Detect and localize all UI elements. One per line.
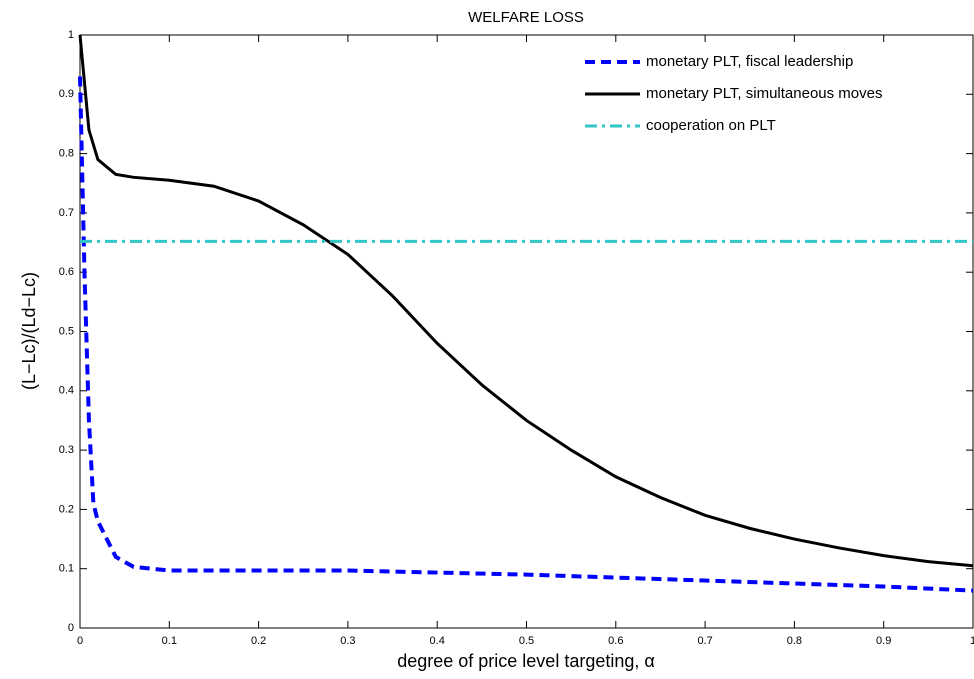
series-line	[78, 76, 974, 593]
y-tick-label: 0.9	[59, 88, 74, 100]
x-tick-label: 1	[970, 635, 974, 647]
y-tick-label: 0.3	[59, 444, 74, 456]
y-tick-label: 0.6	[59, 266, 74, 278]
x-tick-label: 0.6	[608, 635, 623, 647]
y-tick-label: 0.4	[59, 385, 74, 397]
x-tick-label: 0	[77, 635, 83, 647]
y-tick-label: 0.7	[59, 207, 74, 219]
chart-title: WELFARE LOSS	[468, 9, 584, 26]
legend-label: cooperation on PLT	[646, 117, 776, 134]
plot-frame	[79, 34, 974, 629]
legend-label: monetary PLT, simultaneous moves	[646, 85, 883, 102]
x-tick-label: 0.1	[162, 635, 177, 647]
x-tick-label: 0.2	[251, 635, 266, 647]
x-tick-label: 0.4	[430, 635, 445, 647]
x-tick-label: 0.8	[787, 635, 802, 647]
x-axis-label: degree of price level targeting, α	[397, 651, 655, 671]
y-tick-label: 0.2	[59, 503, 74, 515]
y-tick-label: 0	[68, 622, 74, 634]
x-tick-label: 0.7	[697, 635, 712, 647]
x-tick-label: 0.3	[340, 635, 355, 647]
y-tick-label: 0.8	[59, 148, 74, 160]
x-tick-label: 0.9	[876, 635, 891, 647]
y-tick-label: 0.1	[59, 563, 74, 575]
y-tick-label: 0.5	[59, 325, 74, 337]
x-tick-label: 0.5	[519, 635, 534, 647]
series-line	[78, 34, 974, 568]
y-axis-label: (L−Lc)/(Ld−Lc)	[19, 272, 39, 390]
y-tick-label: 1	[68, 29, 74, 41]
legend-label: monetary PLT, fiscal leadership	[646, 53, 853, 70]
